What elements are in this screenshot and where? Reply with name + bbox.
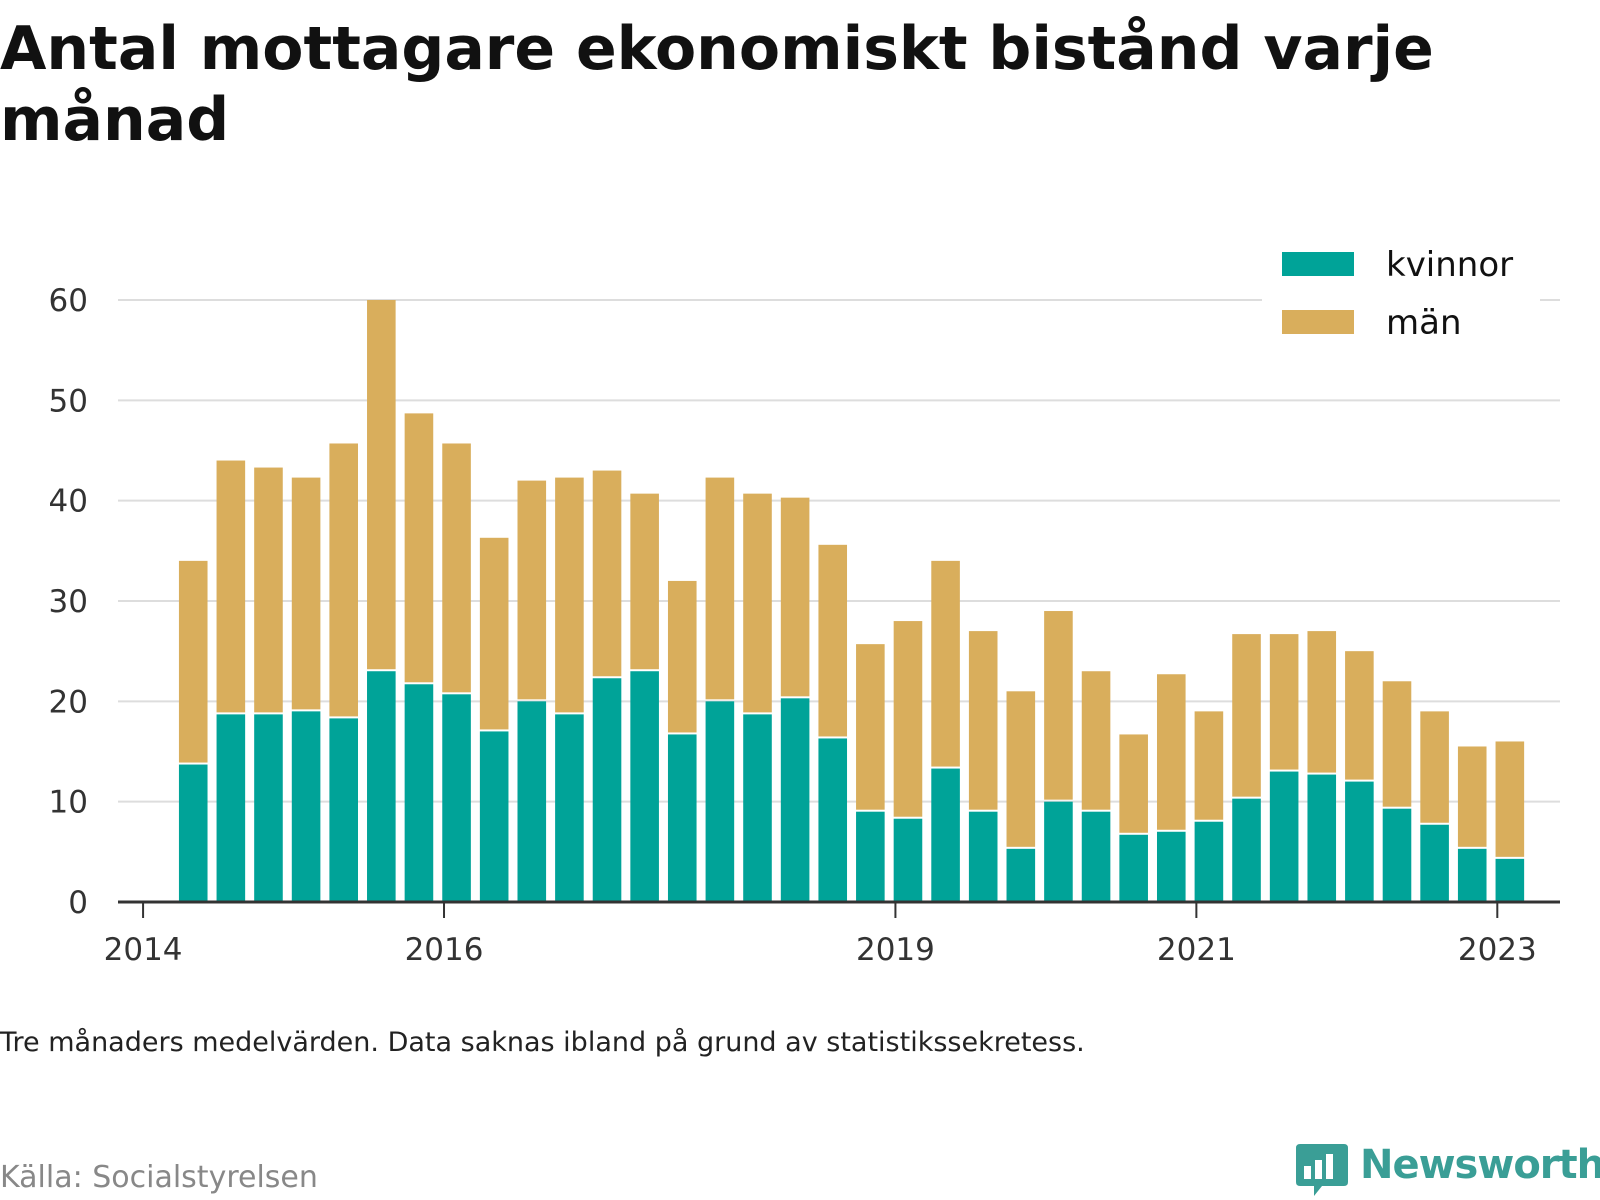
bar-kvinnor (329, 718, 358, 902)
bar-man (743, 493, 772, 713)
bar-man (1232, 634, 1261, 797)
bar-kvinnor (291, 711, 321, 902)
bar-kvinnor (1081, 811, 1111, 902)
source-credit: Källa: Socialstyrelsen (0, 1160, 318, 1195)
x-tick-label: 2019 (856, 932, 935, 968)
bar-man (1044, 611, 1073, 800)
bar-man (254, 467, 283, 713)
bar-kvinnor (705, 701, 735, 902)
bar-kvinnor (1156, 831, 1186, 902)
bar-kvinnor (404, 684, 434, 902)
bar-kvinnor (479, 731, 509, 902)
axes: 0 10 20 30 40 50 60 2014 2016 2019 2021 2023 (49, 283, 1560, 968)
y-tick-label: 50 (49, 383, 88, 419)
bar-man (517, 480, 547, 700)
x-tick-label: 2016 (405, 932, 484, 968)
bar-kvinnor (630, 671, 659, 902)
chart-title: Antal mottagare ekonomiskt bistånd varje… (0, 14, 1434, 155)
bar-kvinnor (592, 678, 622, 902)
bar-kvinnor (1119, 834, 1148, 902)
bar-kvinnor (1457, 848, 1487, 902)
legend-swatch (1282, 252, 1354, 276)
bar-man (931, 560, 960, 767)
bar-man (893, 621, 923, 817)
bar-man (1156, 674, 1186, 830)
bar-kvinnor (517, 701, 547, 902)
stacked-bar-chart: 0 10 20 30 40 50 60 2014 2016 2019 2021 2023 kvinno… (48, 238, 1560, 968)
bar-kvinnor (818, 738, 848, 902)
y-tick-label: 20 (49, 684, 88, 720)
bars (178, 300, 1525, 902)
bar-man (555, 477, 584, 713)
bar-kvinnor (780, 698, 810, 902)
bar-kvinnor (1345, 781, 1374, 902)
bar-kvinnor (1232, 798, 1261, 902)
y-tick-label: 0 (68, 885, 88, 921)
bar-kvinnor (667, 734, 697, 902)
bar-kvinnor (893, 818, 923, 902)
bar-man (1457, 746, 1487, 847)
bar-kvinnor (555, 714, 584, 902)
y-tick-label: 60 (49, 283, 88, 319)
bar-kvinnor (1006, 848, 1036, 902)
bar-kvinnor (968, 811, 998, 902)
bar-man (1269, 634, 1299, 770)
bar-man (216, 460, 246, 713)
bar-man (667, 580, 697, 733)
bar-man (818, 544, 848, 737)
legend-label: kvinnor (1386, 245, 1513, 285)
newsworthy-logo-icon (1296, 1144, 1348, 1196)
bar-man (856, 644, 885, 810)
bar-man (1081, 671, 1111, 810)
bar-man (367, 300, 396, 670)
x-tick-label: 2023 (1458, 932, 1537, 968)
bar-man (479, 537, 509, 730)
bar-kvinnor (856, 811, 885, 902)
bar-man (178, 560, 208, 763)
y-tick-label: 10 (49, 785, 88, 821)
bar-man (1307, 631, 1337, 773)
bar-man (329, 443, 358, 717)
bar-man (1006, 691, 1036, 847)
legend: kvinnor män (1262, 238, 1540, 350)
bar-man (1194, 711, 1224, 820)
bar-man (1382, 681, 1412, 807)
bar-man (780, 497, 810, 697)
bar-man (968, 631, 998, 810)
legend-swatch (1282, 310, 1354, 334)
bar-man (1420, 711, 1449, 823)
legend-label: män (1386, 303, 1462, 343)
bar-kvinnor (254, 714, 283, 902)
bar-kvinnor (1307, 774, 1337, 902)
bar-man (630, 493, 659, 670)
bar-kvinnor (1194, 821, 1224, 902)
bar-man (404, 413, 434, 683)
bar-kvinnor (743, 714, 772, 902)
y-tick-label: 40 (49, 484, 88, 520)
bar-kvinnor (367, 671, 396, 902)
bar-kvinnor (1269, 771, 1299, 902)
bar-man (1345, 651, 1374, 780)
bar-man (291, 477, 321, 710)
newsworthy-brand[interactable]: Newsworthy (1292, 1140, 1600, 1200)
chart-note: Tre månaders medelvärden. Data saknas ib… (0, 1027, 1085, 1058)
bar-kvinnor (442, 694, 471, 902)
bar-man (705, 477, 735, 700)
bar-kvinnor (1044, 801, 1073, 902)
bar-man (1495, 741, 1525, 857)
bar-kvinnor (216, 714, 246, 902)
x-tick-label: 2021 (1157, 932, 1236, 968)
bar-kvinnor (1420, 824, 1449, 902)
bar-man (1119, 734, 1148, 833)
x-tick-label: 2014 (104, 932, 183, 968)
bar-kvinnor (1382, 808, 1412, 902)
bar-kvinnor (178, 764, 208, 902)
brand-name: Newsworthy (1360, 1142, 1600, 1188)
y-tick-label: 30 (49, 584, 88, 620)
bar-kvinnor (931, 768, 960, 902)
bar-man (592, 470, 622, 677)
bar-man (442, 443, 471, 693)
bar-kvinnor (1495, 858, 1525, 902)
